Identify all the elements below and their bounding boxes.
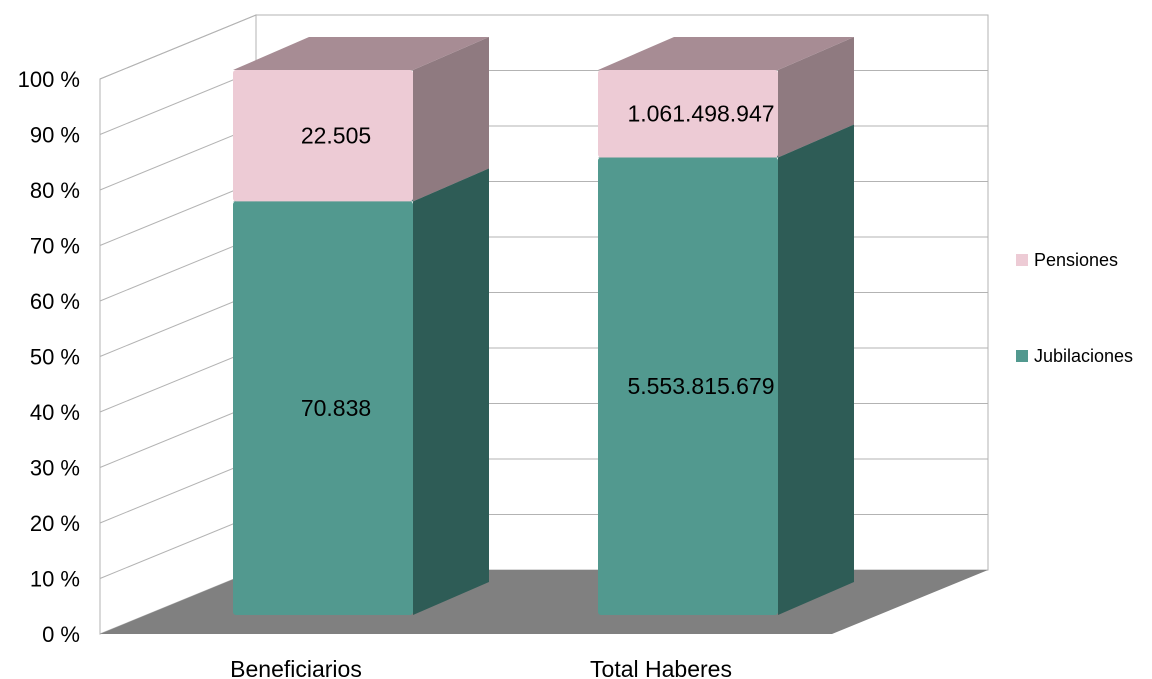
legend-label: Pensiones xyxy=(1034,250,1118,270)
legend: Pensiones Jubilaciones xyxy=(1016,250,1133,366)
y-tick-label: 20 % xyxy=(30,511,80,536)
y-tick-label: 100 % xyxy=(18,67,80,92)
side-gridline xyxy=(99,70,257,135)
bar-top-face xyxy=(598,37,854,70)
bar-front-face xyxy=(598,157,778,615)
legend-swatch xyxy=(1016,254,1028,266)
side-gridline xyxy=(99,181,257,246)
bar-side-face xyxy=(778,37,854,158)
side-gridline xyxy=(99,403,257,468)
legend-item: Jubilaciones xyxy=(1016,346,1133,366)
y-tick-label: 90 % xyxy=(30,123,80,148)
side-gridline xyxy=(99,14,257,80)
y-tick-label: 60 % xyxy=(30,289,80,314)
bar-side-face xyxy=(413,37,489,202)
x-tick-label: Beneficiarios xyxy=(230,656,362,679)
y-tick-label: 30 % xyxy=(30,456,80,481)
bar-top-face xyxy=(233,37,489,70)
bar-segment: 5.553.815.679 xyxy=(598,124,854,615)
y-tick-label: 40 % xyxy=(30,400,80,425)
bar-front-face xyxy=(233,201,413,615)
side-gridline xyxy=(99,125,257,191)
bar-side-face xyxy=(778,124,854,615)
y-tick-label: 50 % xyxy=(30,345,80,370)
bar-front-face xyxy=(598,70,778,158)
y-tick-label: 70 % xyxy=(30,234,80,259)
data-label: 22.505 xyxy=(301,123,371,149)
bars: 70.838 22.505 5.553.815.679 1.061.498.947 xyxy=(233,37,854,615)
bar-segment: 22.505 xyxy=(233,37,489,202)
y-tick-label: 80 % xyxy=(30,178,80,203)
legend-item: Pensiones xyxy=(1016,250,1118,270)
y-axis: 0 % 10 % 20 % 30 % 40 % 50 % 60 % 70 % 80 % 90 % 1… xyxy=(18,67,80,647)
legend-swatch xyxy=(1016,350,1028,362)
side-gridline xyxy=(99,458,257,524)
legend-label: Jubilaciones xyxy=(1034,346,1133,366)
x-axis: Beneficiarios Total Haberes xyxy=(230,656,732,679)
data-label: 5.553.815.679 xyxy=(627,373,774,399)
side-gridline xyxy=(99,514,257,579)
side-gridline xyxy=(99,236,257,302)
bar-side-face xyxy=(413,168,489,615)
data-label: 70.838 xyxy=(301,395,371,421)
bar-front-face xyxy=(233,70,413,202)
data-label: 1.061.498.947 xyxy=(627,101,774,127)
y-tick-label: 0 % xyxy=(42,622,80,647)
y-tick-label: 10 % xyxy=(30,567,80,592)
side-gridline xyxy=(99,347,257,413)
bar-segment: 70.838 xyxy=(233,168,489,615)
x-tick-label: Total Haberes xyxy=(590,656,732,679)
bar-segment: 1.061.498.947 xyxy=(598,37,854,158)
side-gridline xyxy=(99,292,257,357)
